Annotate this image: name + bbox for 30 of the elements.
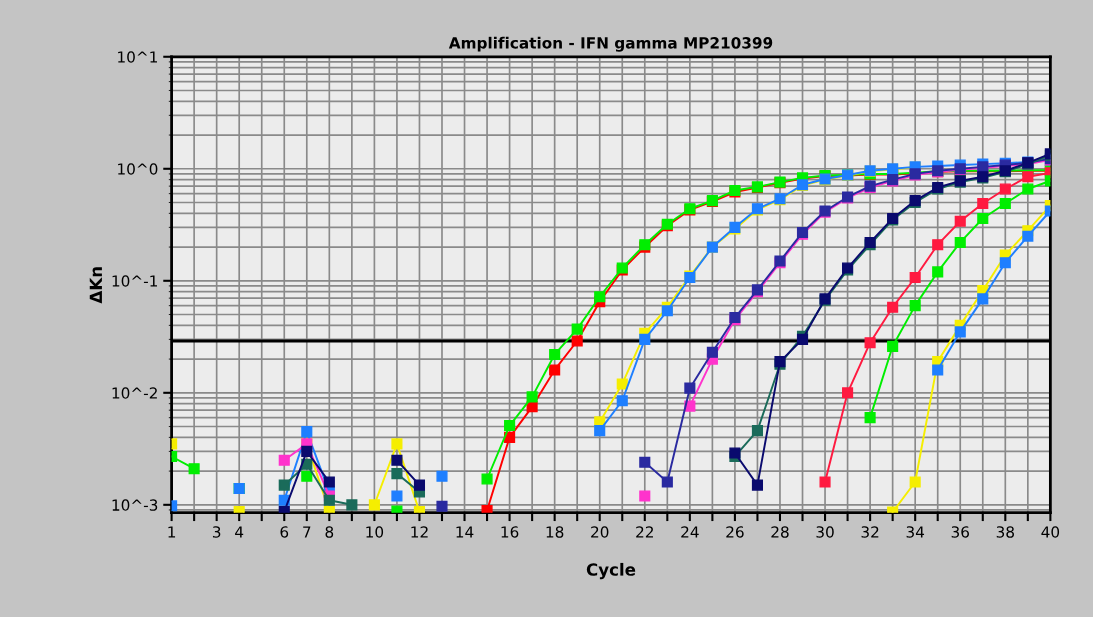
y-tick-label: 10^-2 (112, 387, 157, 399)
x-tick-label: 6 (280, 526, 289, 538)
y-tick-label: 10^-1 (112, 275, 157, 287)
x-tick-label: 32 (861, 526, 879, 538)
y-axis-title: ΔKn (89, 267, 102, 304)
x-tick-label: 12 (411, 526, 428, 538)
x-tick-label: 3 (212, 526, 221, 538)
chart-title: Amplification - IFN gamma MP210399 (448, 36, 773, 52)
x-tick-label: 40 (1041, 526, 1060, 538)
x-tick-label: 20 (591, 526, 609, 538)
x-tick-label: 28 (771, 526, 789, 538)
x-tick-label: 8 (325, 526, 334, 538)
y-tick-label: 10^-3 (112, 499, 158, 511)
x-tick-label: 34 (906, 526, 925, 538)
x-tick-label: 24 (681, 526, 699, 538)
x-tick-label: 22 (636, 526, 653, 538)
x-tick-label: 4 (235, 526, 244, 538)
x-tick-label: 18 (546, 526, 564, 538)
x-tick-label: 10 (366, 526, 384, 538)
x-tick-label: 36 (951, 526, 969, 538)
x-tick-label: 38 (996, 526, 1014, 538)
x-tick-label: 16 (501, 526, 519, 538)
y-tick-label: 10^0 (118, 163, 158, 175)
x-tick-label: 30 (816, 526, 834, 538)
x-tick-label: 26 (726, 526, 744, 538)
x-axis-title: Cycle (586, 562, 636, 580)
y-tick-label: 10^1 (118, 51, 157, 63)
x-tick-label: 14 (456, 526, 474, 538)
x-tick-label: 1 (168, 526, 176, 538)
x-tick-label: 7 (303, 526, 311, 538)
